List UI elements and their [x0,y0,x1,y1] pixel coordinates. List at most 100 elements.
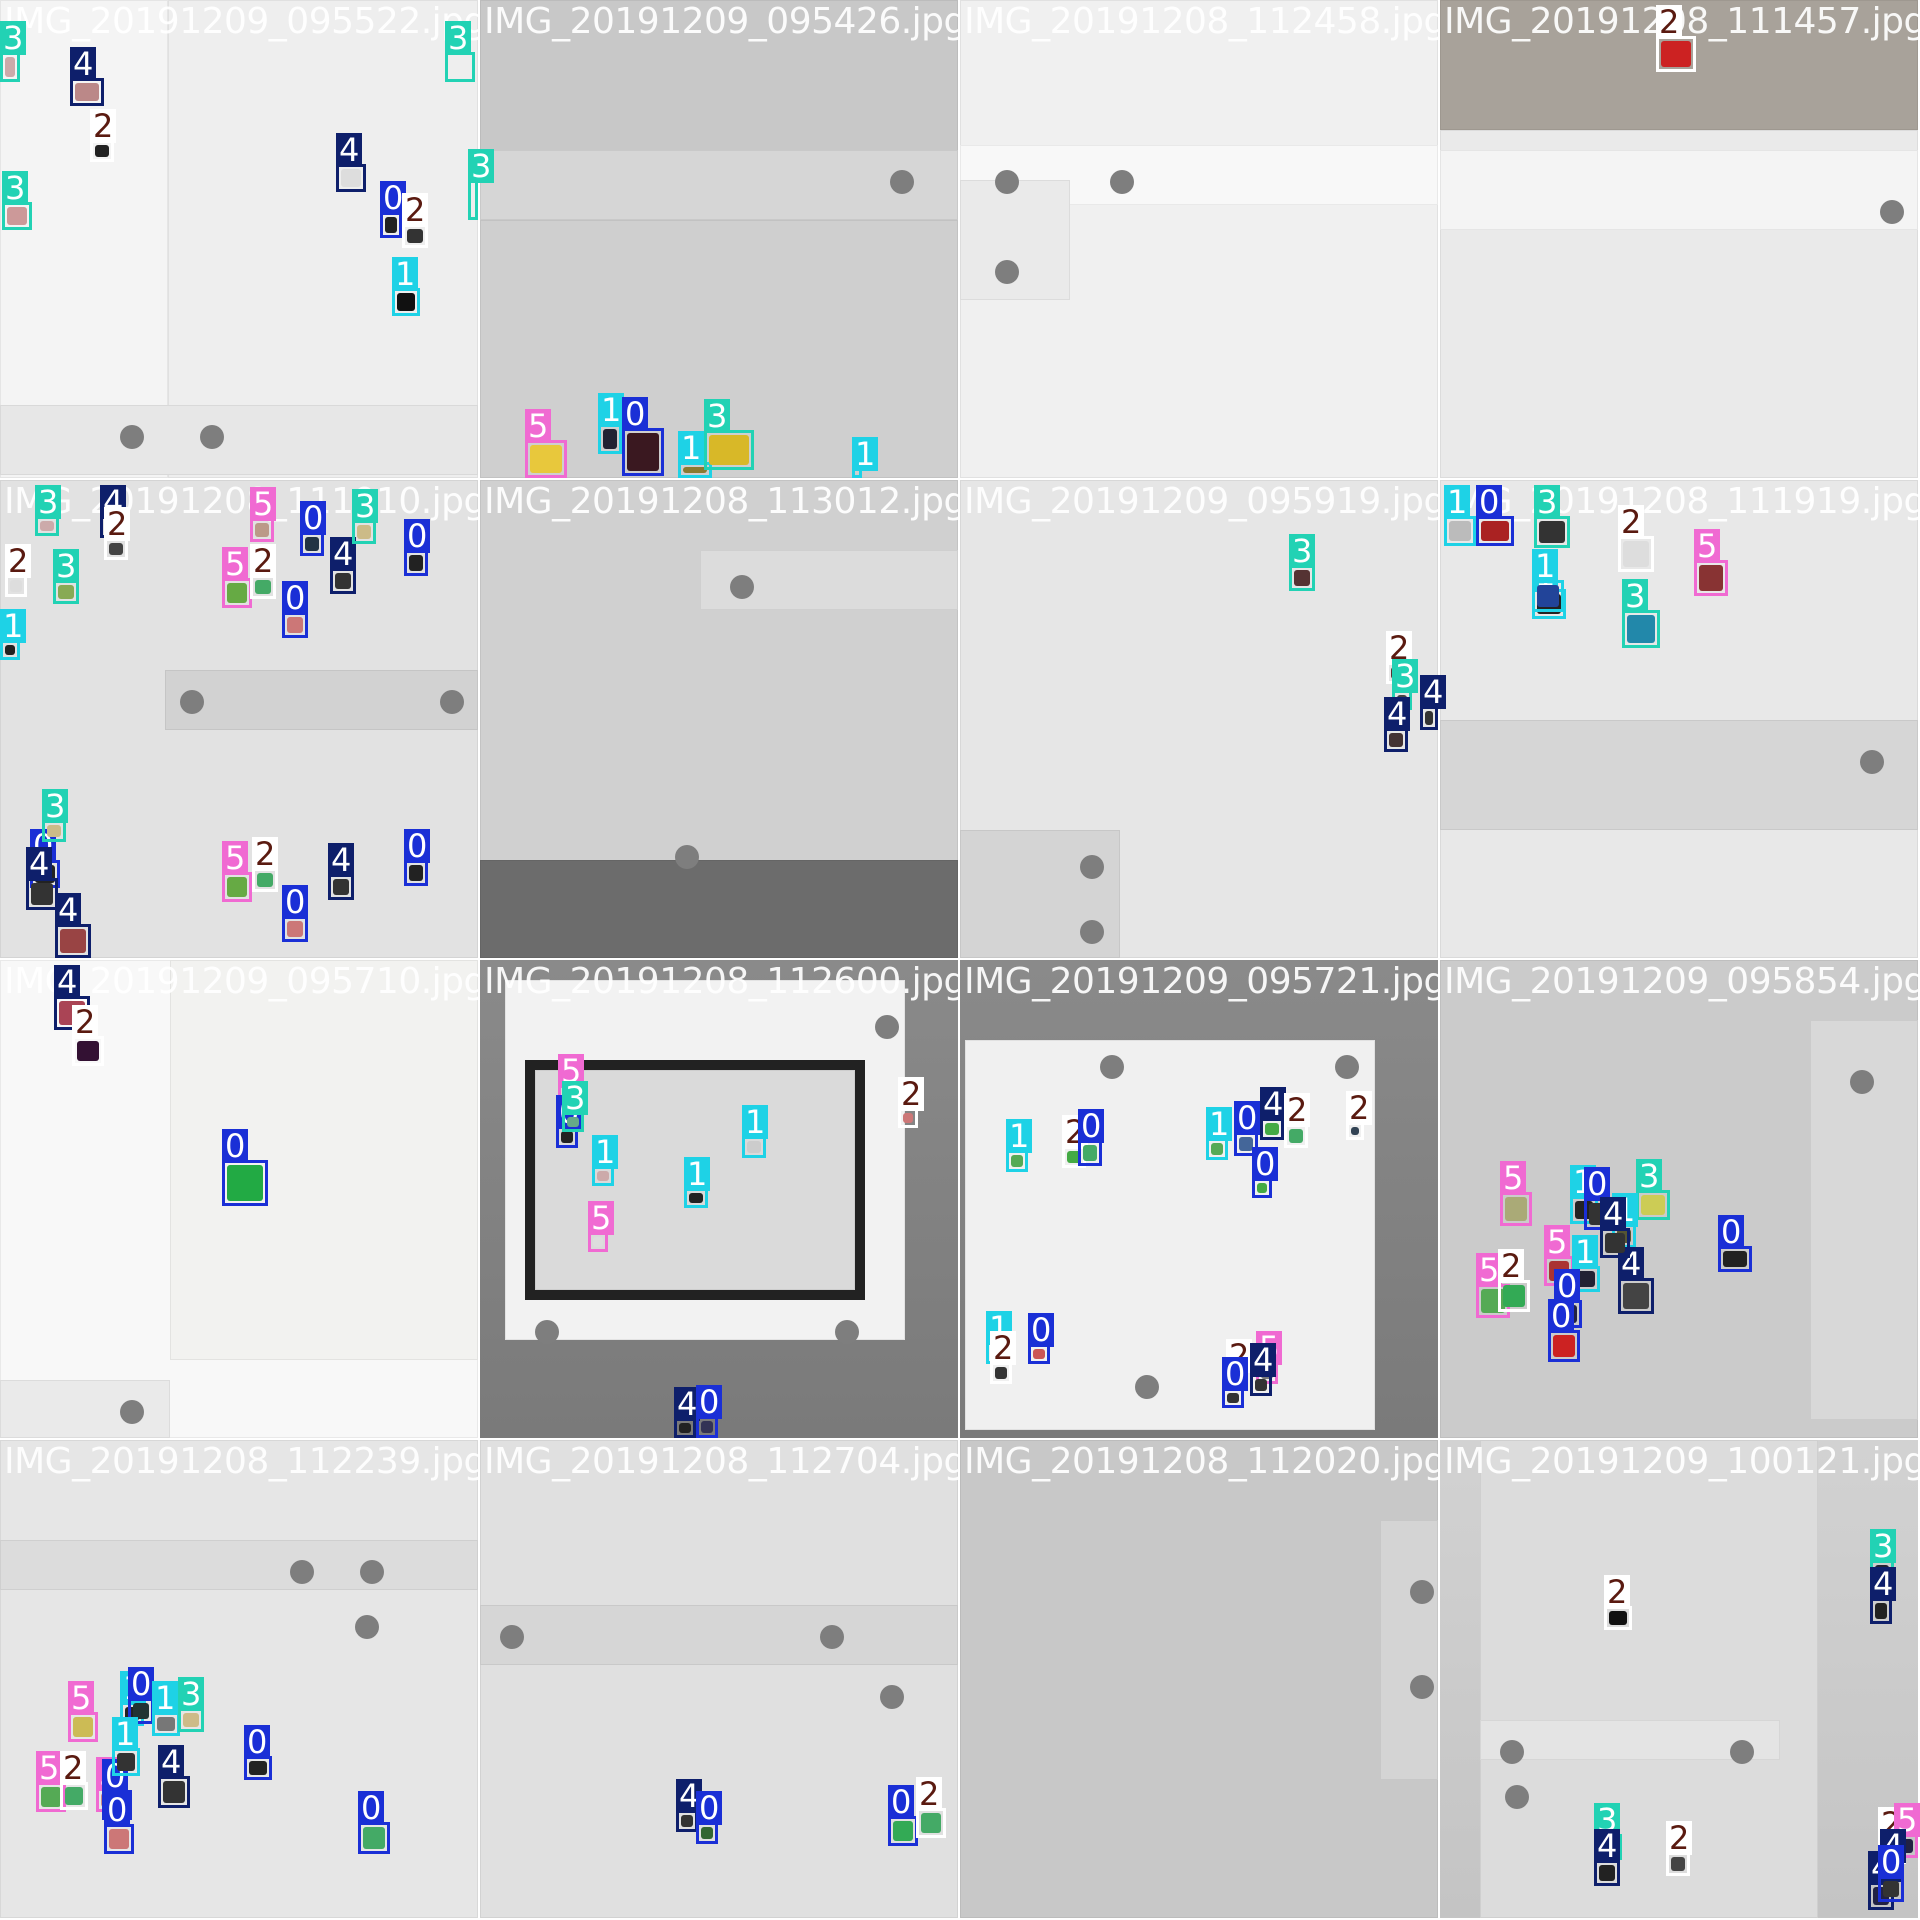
die [1627,615,1655,643]
detection-box: 4 [1618,1247,1654,1314]
class-label: 5 [1476,1253,1503,1287]
die [183,1713,199,1727]
mount-hole [1860,750,1884,774]
mount-hole [1080,920,1104,944]
class-label: 4 [1600,1197,1627,1231]
die [305,537,319,551]
die [249,1761,267,1775]
detection-box: 0 [380,181,407,238]
class-label: 0 [1548,1299,1575,1333]
class-label: 2 [104,507,131,541]
die [1449,521,1471,541]
detection-box: 4 [674,1387,701,1438]
mount-hole [360,1560,384,1584]
die [287,921,303,937]
image-tile: IMG_20191208_112239.jpg [0,1440,478,1918]
detection-box: 3 [562,1081,589,1132]
mount-hole [1410,1675,1434,1699]
class-label: 1 [0,609,27,643]
class-label: 0 [1476,485,1503,519]
class-label: 2 [72,1005,99,1039]
mount-hole [1110,170,1134,194]
detection-box: 2 [60,1751,88,1810]
detection-box: 2 [104,507,131,560]
class-label: 3 [42,789,69,823]
class-label: 1 [678,431,705,465]
class-label: 3 [0,21,27,55]
detection-box: 2 [1498,1249,1530,1312]
tile-filename: IMG_20191208_111910.jpg [4,481,478,522]
tile-filename: IMG_20191209_095854.jpg [1444,961,1918,1002]
class-label: 0 [282,581,309,615]
tile-filename: IMG_20191209_095919.jpg [964,481,1438,522]
class-label: 2 [1666,1821,1693,1855]
detection-box: 4 [1594,1829,1621,1886]
mount-hole [290,1560,314,1584]
class-label: 3 [1870,1529,1897,1563]
detection-box: 2 [1346,1091,1373,1140]
die [5,645,15,655]
class-label: 4 [1870,1567,1897,1601]
die [109,1829,129,1849]
detection-box: 3 [2,171,32,230]
detection-box: 5 [222,547,252,608]
detection-box: 5 [68,1681,98,1742]
detection-box: 4 [328,843,355,900]
detection-box: 5 [250,487,277,542]
detection-box: 2 [1618,505,1654,572]
die [1351,1127,1359,1135]
die [1033,1349,1045,1359]
detection-box: 0 [244,1725,272,1780]
detection-box: 1 [598,393,625,454]
tile-filename: IMG_20191209_095426.jpg [484,1,958,42]
detection-box: 5 [525,409,567,478]
class-label: 4 [674,1387,701,1421]
class-label: 2 [1604,1575,1631,1609]
class-label: 0 [696,1385,723,1419]
die [1641,1195,1665,1215]
mount-hole [1080,855,1104,879]
detection-box: 3 [704,399,754,470]
class-label: 0 [1028,1313,1055,1347]
detection-box: 3 [0,21,27,82]
detection-box: 3 [53,549,80,604]
class-label: 0 [404,519,431,553]
class-label: 1 [684,1157,711,1191]
class-label: 0 [1252,1147,1279,1181]
detection-box: 2 [1656,5,1696,72]
detection-box: 4 [1600,1197,1630,1258]
mount-hole [535,1320,559,1344]
die [567,1117,579,1127]
fabric-strip [1380,1520,1438,1780]
die [593,1237,603,1247]
die [341,169,361,187]
class-label: 4 [158,1745,185,1779]
tile-filename: IMG_20191208_112458.jpg [964,1,1438,42]
detection-box: 1 [852,437,879,478]
class-label: 4 [26,847,53,881]
mount-hole [1850,1070,1874,1094]
detection-box: 5 [588,1201,615,1252]
mount-hole [880,1685,904,1709]
mount-hole [440,690,464,714]
die [1011,1155,1023,1167]
detection-box: 2 [898,1077,925,1128]
detection-box: 4 [336,133,366,192]
die [95,145,109,157]
class-label: 0 [300,501,327,535]
detection-box: 0 [1718,1215,1752,1272]
detection-box: 0 [1252,1147,1279,1198]
die [1605,1233,1625,1253]
die [681,1815,693,1827]
class-label: 5 [222,547,249,581]
detection-box: 0 [128,1667,155,1724]
class-label: 3 [2,171,29,205]
detection-box: 4 [1870,1567,1897,1624]
tile-filename: IMG_20191208_112239.jpg [4,1441,478,1482]
detection-box: 1 [0,609,27,660]
class-label: 0 [1222,1357,1249,1391]
die [1883,1881,1899,1897]
surface-panel [1440,480,1918,958]
mount-hole [1410,1580,1434,1604]
class-label: 4 [1384,697,1411,731]
